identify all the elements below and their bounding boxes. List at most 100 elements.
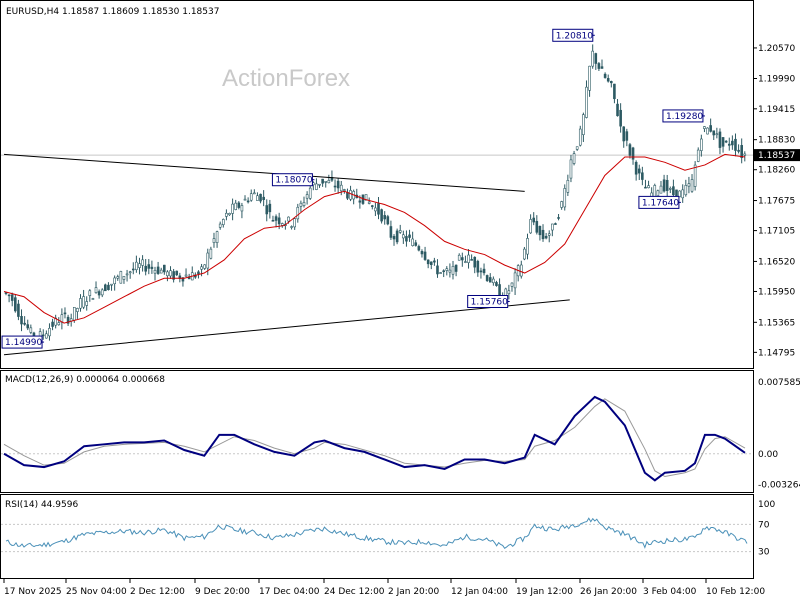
candle-body: [398, 230, 402, 233]
candle-body: [287, 216, 290, 222]
candle-body: [551, 223, 554, 231]
candle-body: [175, 270, 179, 276]
macd-panel-frame: [0, 370, 754, 493]
candle-body: [225, 212, 228, 217]
candle-body: [100, 289, 104, 296]
candle-body: [293, 218, 296, 228]
candle-body: [408, 234, 411, 238]
candle-body: [479, 270, 483, 273]
rsi-tick-label: 100: [758, 500, 775, 510]
price-tick-label: 1.15365: [758, 318, 795, 328]
candle-body: [262, 196, 265, 200]
candle-body: [647, 185, 650, 189]
candle-body: [513, 272, 517, 289]
candle-body: [718, 131, 722, 148]
price-tick-label: 1.17675: [758, 197, 795, 207]
candle-body: [644, 186, 647, 189]
candle-body: [703, 126, 706, 129]
candle-body: [308, 187, 312, 199]
x-tick-label: 17 Dec 04:00: [259, 587, 320, 597]
macd-tick-label: -0.003264: [758, 481, 800, 491]
candle-body: [336, 180, 340, 189]
candle-body: [380, 209, 383, 222]
candle-body: [14, 297, 17, 312]
candle-body: [672, 186, 675, 196]
candle-body: [277, 217, 281, 225]
rsi-gridlines: [1, 523, 753, 553]
candle-body: [482, 268, 486, 274]
candle-body: [41, 334, 45, 337]
candle-body: [641, 172, 644, 180]
candle-body: [339, 184, 343, 192]
candle-body: [637, 168, 641, 174]
candle-body: [215, 231, 219, 243]
candle-body: [315, 183, 318, 190]
symbol-label: EURUSD,H4: [6, 7, 59, 17]
candle-body: [712, 130, 716, 136]
candle-body: [578, 128, 582, 146]
candle-body: [367, 201, 371, 204]
x-tick-label: 12 Jan 04:00: [451, 587, 508, 597]
candle-body: [420, 251, 424, 255]
candle-body: [265, 205, 269, 215]
x-tick-label: 9 Dec 20:00: [195, 587, 250, 597]
candle-body: [417, 246, 421, 251]
candle-body: [343, 189, 346, 191]
candle-body: [184, 274, 188, 277]
candle-body: [727, 143, 731, 146]
annotation-label: 1.15760: [471, 297, 508, 307]
candle-body: [414, 242, 418, 246]
candle-body: [426, 259, 430, 265]
price-tick-label: 1.20570: [758, 44, 795, 54]
candle-body: [349, 190, 352, 200]
annotation-label: 1.14990: [5, 338, 42, 348]
candle-body: [451, 266, 455, 275]
candle-body: [206, 252, 210, 269]
candle-body: [433, 260, 436, 263]
candle-body: [131, 268, 135, 271]
candle-body: [700, 138, 703, 151]
candle-body: [299, 202, 303, 207]
candle-body: [538, 225, 542, 236]
candle-body: [662, 179, 666, 192]
candle-body: [569, 159, 573, 179]
candle-body: [631, 147, 635, 160]
price-tick-label: 1.17105: [758, 227, 795, 237]
macd-tick-label: 0.00: [758, 450, 778, 460]
candle-body: [305, 194, 309, 199]
candle-body: [296, 206, 300, 220]
candle-body: [280, 223, 284, 226]
candle-body: [600, 66, 604, 69]
x-tick-label: 10 Feb 12:00: [706, 587, 765, 597]
candle-body: [228, 213, 231, 216]
candle-body: [526, 238, 529, 255]
rsi-tick-label: 30: [758, 548, 770, 558]
candle-body: [138, 263, 141, 268]
macd-main-line: [3, 395, 746, 482]
candle-body: [110, 283, 113, 286]
candle-body: [79, 298, 82, 309]
candle-body: [324, 181, 328, 183]
candle-body: [125, 273, 129, 276]
candle-body: [532, 217, 536, 223]
candle-body: [141, 259, 144, 266]
candle-body: [653, 185, 657, 198]
candle-body: [153, 269, 157, 274]
candle-body: [659, 185, 663, 194]
candle-body: [76, 308, 79, 312]
candle-body: [656, 190, 660, 197]
candle-body: [563, 188, 567, 208]
candlesticks: [4, 44, 747, 344]
candle-body: [218, 223, 222, 228]
candle-body: [442, 270, 445, 273]
candle-body: [172, 271, 175, 280]
candle-body: [678, 190, 681, 198]
candle-body: [467, 254, 470, 263]
candle-body: [392, 236, 396, 240]
candle-body: [212, 238, 216, 243]
annotation-label: 1.19280: [666, 112, 703, 122]
x-tick-label: 2 Dec 12:00: [130, 587, 185, 597]
price-tick-label: 1.19990: [758, 75, 795, 85]
current-price-tag: [754, 149, 800, 162]
